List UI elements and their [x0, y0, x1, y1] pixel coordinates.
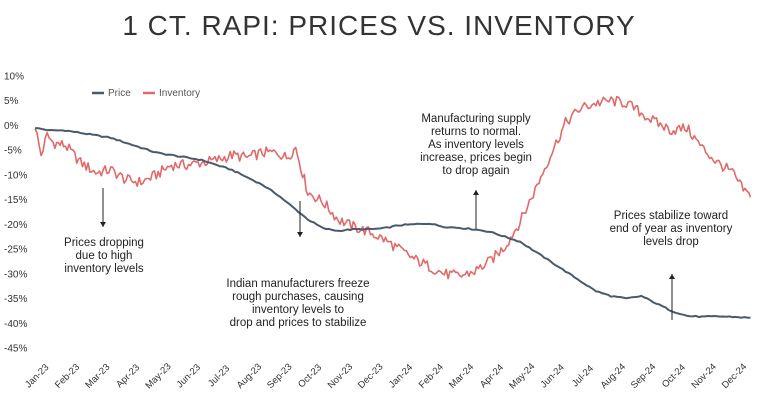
series-line-inventory: [34, 95, 752, 280]
arrow-head: [473, 190, 479, 195]
annotation-text: Prices dropping: [64, 237, 144, 249]
legend-inventory-label: Inventory: [159, 88, 200, 99]
x-tick-label: Oct-24: [660, 362, 688, 390]
annotation-text: to drop again: [442, 165, 509, 177]
y-tick-label: -25%: [4, 245, 27, 256]
y-tick-label: -15%: [4, 195, 27, 206]
x-axis: Jan-23 Feb-23 Mar-23 Apr-23 May-23 Jun-23 Jul-…: [23, 361, 749, 391]
annotation-text: rough purchases, causing: [232, 291, 364, 303]
x-tick-label: Jul-23: [206, 363, 232, 389]
annotation-text: end of year as inventory: [610, 223, 733, 235]
y-tick-label: -45%: [4, 344, 27, 355]
annotation-text: drop and prices to stabilize: [230, 317, 367, 329]
legend-price-label: Price: [108, 88, 131, 99]
x-tick-label: Oct-23: [296, 362, 324, 390]
annotation-text: inventory levels: [64, 263, 144, 275]
annotation-text: Prices stabilize toward: [614, 210, 728, 222]
arrow-head: [297, 232, 303, 237]
x-tick-label: Jan-24: [387, 362, 415, 390]
x-tick-label: May-24: [507, 361, 537, 391]
y-tick-label: -40%: [4, 319, 27, 330]
y-tick-label: -20%: [4, 220, 27, 231]
arrow-head: [669, 274, 675, 279]
plot-area: [34, 95, 752, 319]
x-tick-label: May-23: [143, 361, 173, 391]
y-tick-label: -5%: [4, 146, 22, 157]
x-tick-label: Mar-23: [83, 362, 112, 391]
x-tick-label: Feb-23: [53, 362, 82, 391]
x-tick-label: Dec-24: [720, 362, 749, 391]
x-tick-label: Jun-24: [538, 362, 566, 390]
arrow-head: [100, 222, 106, 227]
annotation-text: As inventory levels: [428, 139, 524, 151]
x-tick-label: Aug-24: [599, 362, 628, 391]
x-tick-label: Jul-24: [570, 363, 596, 389]
y-tick-label: -35%: [4, 294, 27, 305]
annotation-text: levels drop: [643, 236, 699, 248]
annotation-text: due to high: [76, 250, 133, 262]
x-tick-label: Nov-23: [326, 362, 355, 391]
x-tick-label: Dec-23: [356, 362, 385, 391]
x-tick-label: Aug-23: [235, 362, 264, 391]
x-tick-label: Jun-23: [175, 362, 203, 390]
chart-title: 1 CT. RAPI: PRICES VS. INVENTORY: [122, 10, 636, 41]
x-tick-label: Mar-24: [447, 362, 476, 391]
y-tick-label: -30%: [4, 269, 27, 280]
x-tick-label: Jan-23: [23, 362, 51, 390]
y-axis: 10% 5% 0% -5% -10% -15% -20% -25% -30% -35% -40% -4…: [4, 72, 27, 355]
annotation-text: inventory levels to: [252, 304, 344, 316]
annotation-text: Manufacturing supply: [421, 113, 531, 125]
x-tick-label: Apr-23: [114, 362, 142, 390]
x-tick-label: Feb-24: [417, 362, 446, 391]
y-tick-label: 10%: [4, 72, 24, 83]
legend: Price Inventory: [92, 88, 200, 99]
x-tick-label: Apr-24: [478, 362, 506, 390]
x-tick-label: Nov-24: [689, 362, 718, 391]
annotation-text: Indian manufacturers freeze: [226, 278, 369, 290]
series-line-price: [34, 127, 751, 319]
y-tick-label: 5%: [4, 96, 19, 107]
annotation-text: increase, prices begin: [420, 152, 532, 164]
x-tick-label: Sep-24: [629, 362, 658, 391]
y-tick-label: 0%: [4, 121, 19, 132]
annotation-text: returns to normal.: [431, 126, 521, 138]
x-tick-label: Sep-23: [265, 362, 294, 391]
y-tick-label: -10%: [4, 170, 27, 181]
